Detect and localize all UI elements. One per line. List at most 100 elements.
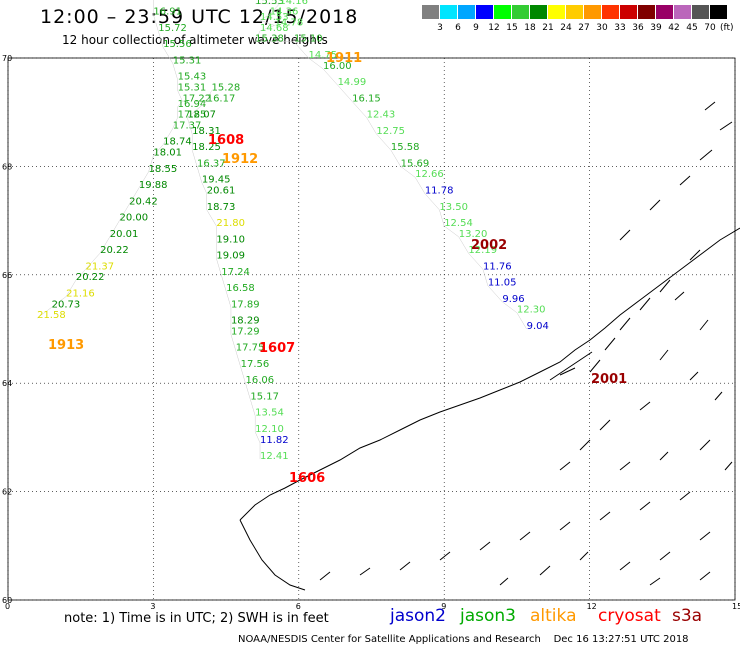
track-line [36,0,183,319]
wave-height-value: 17.29 [231,326,260,337]
wave-height-value: 18.29 [231,316,260,327]
wave-height-value: 15.10 [294,34,323,45]
track-line [187,90,261,460]
lon-tick-label: 12 [587,602,597,611]
wave-height-value: 14.16 [279,0,308,7]
wave-height-value: 20.42 [129,196,158,207]
pass-label-1606: 1606 [289,471,326,486]
wave-height-value: 14.75 [308,50,337,61]
wave-height-value: 16.17 [207,93,236,104]
scale-swatch [602,5,619,19]
wave-height-value: 11.76 [483,261,512,272]
map-title: 12:00 – 23:59 UTC 12/15/2018 [40,6,359,28]
wave-height-value: 12.43 [367,110,396,121]
scale-label: 27 [578,23,590,33]
wave-height-value: 15.69 [401,158,430,169]
wave-height-value: 16.58 [226,283,255,294]
pass-label-1607: 1607 [259,341,296,356]
wave-height-value: 17.75 [236,343,265,354]
wave-height-value: 16.06 [245,375,274,386]
scale-label: 3 [437,23,443,33]
scale-swatch [638,5,655,19]
wave-height-value: 12.54 [444,218,473,229]
scale-swatch [692,5,709,19]
scale-label: 70 [704,23,716,33]
scale-label: 36 [632,23,644,33]
wave-height-value: 20.00 [119,213,148,224]
wave-height-value: 21.37 [86,261,115,272]
wave-height-value: 9.96 [502,294,524,305]
pass-label-1913: 1913 [48,338,85,353]
wave-height-value: 16.15 [352,93,381,104]
scale-swatch [674,5,691,19]
lat-lon-grid [7,57,736,601]
scale-swatch [620,5,637,19]
wave-height-value: 15.28 [212,83,241,94]
wave-height-value: 11.82 [260,435,289,446]
wave-height-value: 18.55 [149,164,178,175]
scale-label: 24 [560,23,572,33]
wave-height-value: 15.43 [178,72,207,83]
wave-height-value: 15.58 [391,142,420,153]
wave-height-value: 15.72 [158,23,187,34]
scale-label: 6 [455,23,461,33]
wave-height-value: 13.54 [255,408,284,419]
map-subtitle: 12 hour collection of altimeter wave hei… [62,33,328,47]
scale-label: 30 [596,23,608,33]
lon-tick-label: 3 [150,602,155,611]
wave-height-value: 14.78 [275,17,304,28]
wave-height-value: 20.22 [76,272,105,283]
lon-tick-label: 15 [732,602,740,611]
wave-height-value: 20.22 [100,245,129,256]
wave-height-value: 12.19 [468,245,497,256]
coastline [239,101,740,591]
map-frame [7,57,736,601]
scale-label: 39 [650,23,662,33]
wave-height-value: 18.74 [163,137,192,148]
scale-swatch [512,5,529,19]
lon-tick-label: 0 [5,602,10,611]
wave-height-value: 13.50 [439,202,468,213]
wave-height-value: 11.05 [488,278,517,289]
scale-label: 33 [614,23,626,33]
lon-tick-label: 6 [296,602,301,611]
wave-height-value: 15.38 [255,34,284,45]
wave-height-value: 15.31 [178,83,207,94]
wave-height-value: 11.78 [425,186,454,197]
wave-height-value: 12.75 [376,126,405,137]
scale-swatch [656,5,673,19]
pass-label-2002: 2002 [471,238,508,253]
lat-tick-label: 64 [2,379,12,388]
wave-height-value: 14.99 [338,77,367,88]
scale-label: 45 [686,23,698,33]
pass-label-2001: 2001 [591,372,628,387]
wave-height-value: 12.41 [260,451,289,462]
lat-tick-label: 60 [2,596,12,605]
wave-height-value: 13.20 [459,229,488,240]
wave-height-value: 15.31 [173,55,202,66]
scale-label: 21 [542,23,554,33]
scale-label: 15 [506,23,518,33]
wave-height-value: 15.17 [250,391,279,402]
lat-tick-label: 68 [2,162,12,171]
legend-s3a: s3a [672,606,703,626]
wave-height-value: 16.37 [197,158,226,169]
legend-jason3: jason3 [460,606,516,626]
wave-height-value: 16.00 [323,61,352,72]
wave-height-value: 20.73 [52,299,81,310]
lon-tick-label: 9 [441,602,446,611]
wave-height-value: 17.22 [182,93,211,104]
axis-tick-labels: 70 68 66 64 62 600 3 6 9 12 15 [2,54,740,611]
scale-swatch [584,5,601,19]
scale-label: 9 [473,23,479,33]
scale-label: 18 [524,23,536,33]
scale-unit: (ft) [720,23,734,33]
wave-height-value: 20.01 [110,229,139,240]
wave-height-value: 19.10 [216,234,245,245]
scale-swatch [494,5,511,19]
scale-swatch [566,5,583,19]
wave-height-value: 19.45 [202,175,231,186]
wave-height-value: 14.36 [270,7,299,18]
wave-height-value: 16.91 [153,7,182,18]
legend-altika: altika [530,606,577,626]
